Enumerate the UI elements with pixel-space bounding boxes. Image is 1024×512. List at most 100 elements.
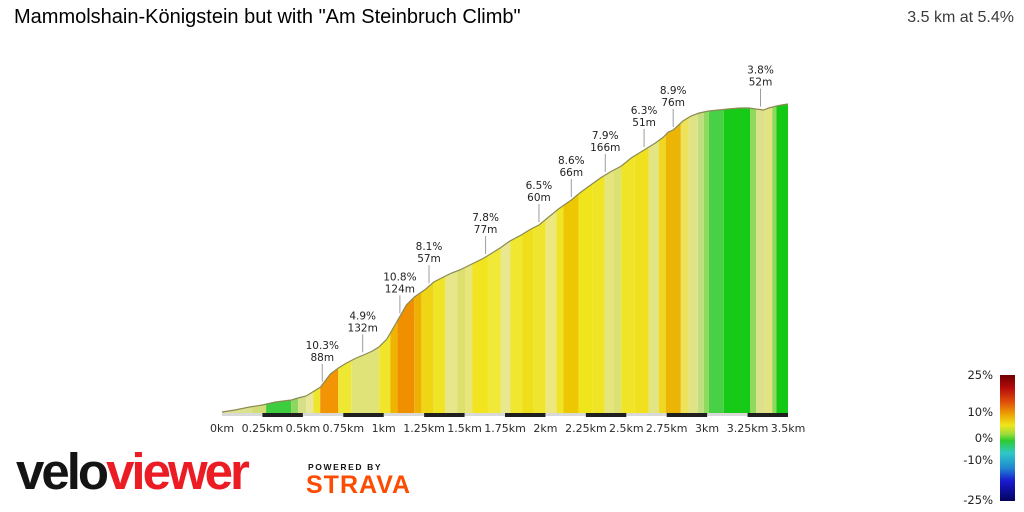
gradient-band	[658, 134, 666, 413]
gradient-band	[545, 210, 557, 413]
gradient-band	[338, 360, 352, 413]
gradient-band	[604, 170, 614, 413]
annotation-length: 66m	[560, 167, 584, 179]
x-axis-tick-label: 2km	[533, 422, 557, 435]
gradient-band	[390, 320, 398, 413]
legend-tick-neg25: -25%	[963, 493, 993, 507]
baseline-scale-dark-segment	[262, 413, 303, 417]
powered-by-label: POWERED BY	[308, 462, 383, 472]
gradient-band	[351, 346, 380, 413]
x-axis-tick-label: 3km	[695, 422, 719, 435]
veloviewer-logo-viewer: viewer	[106, 443, 250, 500]
gradient-band	[648, 140, 659, 413]
x-axis-tick-label: 0km	[210, 422, 234, 435]
gradient-band	[487, 247, 501, 413]
x-axis-tick-label: 2.25km	[565, 422, 607, 435]
x-axis-tick-label: 3.5km	[771, 422, 806, 435]
legend-tick-25: 25%	[967, 368, 993, 382]
annotation-length: 76m	[661, 97, 685, 109]
annotation-gradient: 8.9%	[660, 85, 687, 97]
gradient-band	[457, 267, 466, 413]
gradient-band	[433, 276, 446, 413]
x-axis-tick-label: 0.5km	[286, 422, 321, 435]
x-axis-tick-label: 3.25km	[727, 422, 769, 435]
gradient-band	[445, 270, 458, 413]
annotation-length: 88m	[310, 352, 334, 364]
gradient-band	[472, 255, 488, 413]
page-title: Mammolshain-Königstein but with "Am Stei…	[14, 6, 521, 28]
x-axis-tick-label: 2.75km	[646, 422, 688, 435]
gradient-band	[703, 111, 709, 413]
gradient-band	[765, 107, 773, 413]
annotation-gradient: 7.8%	[472, 212, 499, 224]
x-axis-tick-label: 1.25km	[403, 422, 445, 435]
gradient-legend-bar	[1000, 375, 1015, 501]
baseline-scale-dark-segment	[424, 413, 465, 417]
gradient-band	[421, 282, 434, 413]
baseline-scale-dark-segment	[666, 413, 708, 417]
baseline-scale-dark-segment	[585, 413, 627, 417]
annotation-gradient: 8.1%	[416, 241, 443, 253]
gradient-band	[697, 112, 704, 413]
gradient-band	[266, 400, 292, 413]
gradient-band	[291, 398, 299, 413]
veloviewer-logo-velo: velo	[16, 443, 109, 500]
annotation-length: 124m	[385, 283, 415, 295]
gradient-band	[621, 155, 635, 414]
annotation-length: 132m	[348, 322, 378, 334]
climb-summary: 3.5 km at 5.4%	[907, 9, 1014, 26]
gradient-band	[776, 104, 788, 413]
annotation-gradient: 8.6%	[558, 155, 585, 167]
gradient-band	[510, 234, 523, 413]
gradient-band	[313, 387, 321, 413]
annotation-gradient: 3.8%	[747, 65, 774, 77]
gradient-band	[688, 113, 698, 413]
baseline-scale-dark-segment	[505, 413, 546, 417]
annotation-gradient: 6.5%	[526, 180, 553, 192]
gradient-band	[533, 219, 546, 413]
gradient-band	[665, 122, 681, 414]
veloviewer-logo[interactable]: veloviewer	[16, 443, 250, 500]
annotation-gradient: 10.8%	[383, 271, 416, 283]
annotation-gradient: 6.3%	[631, 105, 658, 117]
gradient-band	[592, 175, 605, 413]
gradient-band	[578, 183, 593, 413]
annotation-gradient: 7.9%	[592, 130, 619, 142]
gradient-band	[414, 292, 422, 413]
gradient-band	[723, 108, 750, 413]
gradient-band	[613, 166, 622, 413]
gradient-band	[563, 194, 579, 413]
annotation-gradient: 4.9%	[349, 310, 376, 322]
gradient-band	[397, 297, 415, 413]
gradient-band	[680, 117, 689, 414]
elevation-curve-outline	[221, 103, 789, 413]
annotation-length: 60m	[527, 192, 551, 204]
gradient-band	[320, 368, 339, 413]
gradient-band	[756, 109, 766, 413]
gradient-band	[522, 227, 534, 413]
annotation-gradient: 10.3%	[306, 340, 339, 352]
x-axis-tick-label: 1.5km	[447, 422, 482, 435]
gradient-band	[556, 205, 564, 413]
gradient-band	[772, 106, 777, 413]
gradient-band	[500, 240, 511, 413]
annotation-length: 52m	[749, 77, 773, 89]
x-axis-tick-label: 0.75km	[323, 422, 365, 435]
gradient-band	[298, 396, 307, 413]
annotation-length: 57m	[417, 253, 441, 265]
legend-tick-neg10: -10%	[963, 453, 993, 467]
x-axis-tick-label: 0.25km	[242, 422, 284, 435]
annotation-length: 166m	[590, 142, 620, 154]
annotation-length: 51m	[632, 117, 656, 129]
x-axis-tick-label: 1km	[372, 422, 396, 435]
baseline-scale-dark-segment	[747, 413, 788, 417]
gradient-band	[379, 333, 391, 413]
baseline-scale-dark-segment	[343, 413, 384, 417]
gradient-band	[708, 109, 724, 414]
legend-tick-0: 0%	[974, 431, 993, 445]
x-axis-tick-label: 2.5km	[609, 422, 644, 435]
annotation-length: 77m	[474, 224, 498, 236]
strava-logo[interactable]: STRAVA	[306, 471, 412, 499]
